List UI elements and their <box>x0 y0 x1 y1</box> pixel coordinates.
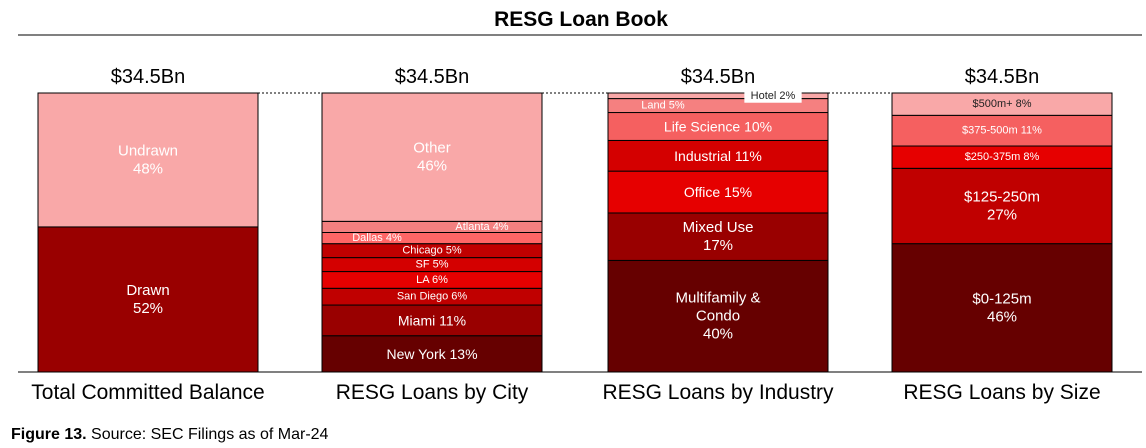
segment-label-dallas-4: Dallas 4% <box>352 232 402 244</box>
figure-label: Figure 13. <box>11 426 87 443</box>
category-label-resg-loans-by-city: RESG Loans by City <box>336 381 529 404</box>
segment-label-multifamily-condo-1: Multifamily & <box>675 290 760 307</box>
segment-label-mixed-use-1: Mixed Use <box>683 219 754 236</box>
segment-office-15 <box>607 170 829 214</box>
segment-label-undrawn-2: 48% <box>133 160 163 177</box>
segment-label-chicago-5: Chicago 5% <box>402 245 462 257</box>
segment-375-500m-11 <box>891 114 1113 147</box>
segment-label-office-15: Office 15% <box>684 184 752 200</box>
category-label-resg-loans-by-size: RESG Loans by Size <box>903 381 1100 404</box>
segment-0-125m <box>891 243 1113 373</box>
segment-label-san-diego-6: San Diego 6% <box>397 291 468 303</box>
segment-undrawn <box>37 92 259 228</box>
segment-label-375-500m-11: $375-500m 11% <box>962 125 1042 137</box>
segment-multifamily-condo <box>607 259 829 373</box>
segment-label-0-125m-2: 46% <box>987 308 1017 325</box>
segment-label-industrial-11: Industrial 11% <box>674 148 762 164</box>
segment-label-sf-5: SF 5% <box>415 259 448 271</box>
segment-500m-8 <box>891 92 1113 116</box>
segment-label-miami-11: Miami 11% <box>398 312 466 328</box>
segment-miami-11 <box>321 304 543 337</box>
segment-label-atlanta-4: Atlanta 4% <box>455 221 508 233</box>
segment-label-drawn-1: Drawn <box>126 282 169 299</box>
bar-resg-loans-by-city: New York 13% Miami 11% San Diego 6% LA 6% SF… <box>321 92 543 373</box>
bar-total-label: $34.5Bn <box>681 66 756 88</box>
category-label-total-committed-balance: Total Committed Balance <box>31 381 264 404</box>
bar-total-label: $34.5Bn <box>111 66 186 88</box>
segment-atlanta-4 <box>321 220 543 233</box>
segment-industrial-11 <box>607 139 829 172</box>
segment-125-250m <box>891 167 1113 245</box>
segment-label-land-5: Land 5% <box>641 100 685 112</box>
segment-label-other-2: 46% <box>417 158 447 175</box>
segment-other <box>321 92 543 222</box>
segment-label-multifamily-condo-3: 40% <box>703 326 733 343</box>
source-text: Source: SEC Filings as of Mar-24 <box>91 426 329 443</box>
segment-label-mixed-use-2: 17% <box>703 237 733 254</box>
segment-label-life-science-10: Life Science 10% <box>664 118 772 134</box>
segment-label-0-125m-1: $0-125m <box>972 290 1031 307</box>
segment-mixed-use <box>607 212 829 261</box>
bar-total-label: $34.5Bn <box>395 66 470 88</box>
segment-label-drawn-2: 52% <box>133 300 163 317</box>
segment-label-500m-8: $500m+ 8% <box>972 98 1031 110</box>
segment-label-multifamily-condo-2: Condo <box>696 308 740 325</box>
bar-total-label: $34.5Bn <box>965 66 1040 88</box>
segment-label-125-250m-1: $125-250m <box>964 188 1040 205</box>
segment-label-other-1: Other <box>413 140 451 157</box>
segment-label-125-250m-2: 27% <box>987 206 1017 223</box>
category-label-resg-loans-by-industry: RESG Loans by Industry <box>602 381 834 404</box>
segment-label-250-375m-8: $250-375m 8% <box>965 151 1040 163</box>
segment-label-la-6: LA 6% <box>416 274 448 286</box>
label-box-hotel-2 <box>744 88 802 103</box>
figure-caption: Figure 13. Source: SEC Filings as of Mar… <box>11 426 328 444</box>
segment-label-undrawn-1: Undrawn <box>118 142 178 159</box>
segment-hotel-2 <box>607 92 829 100</box>
segment-label-hotel-2: Hotel 2% <box>751 90 796 102</box>
chart-title: RESG Loan Book <box>494 8 668 31</box>
segment-label-new-york-13: New York 13% <box>386 346 477 362</box>
